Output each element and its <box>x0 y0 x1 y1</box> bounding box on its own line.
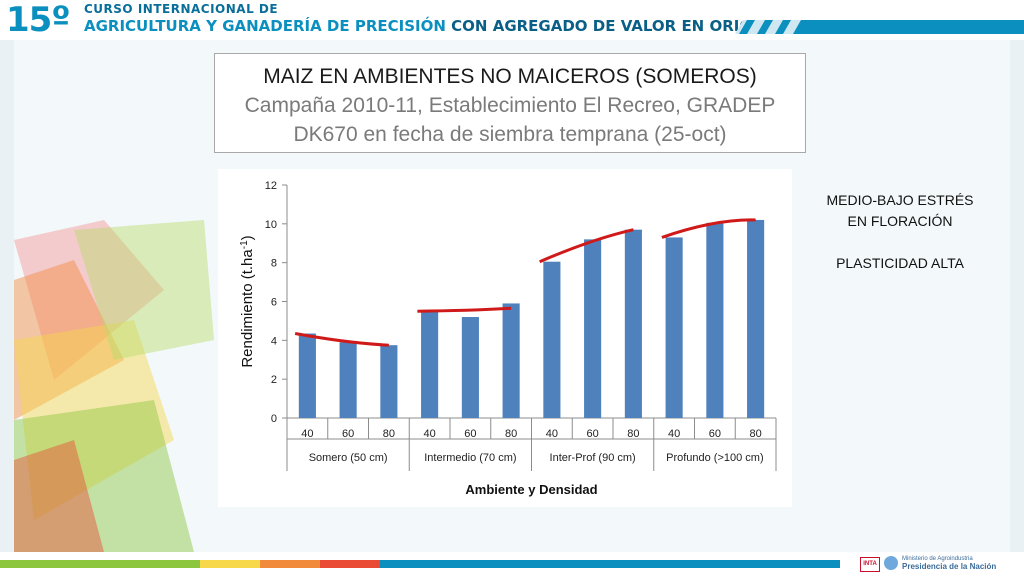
trend-line <box>294 332 389 347</box>
course-title-line1: CURSO INTERNACIONAL DE <box>84 2 279 16</box>
ministry-line1: Ministerio de Agroindustria <box>902 556 973 562</box>
x-category-label: 40 <box>424 428 436 440</box>
footer: INTA Ministerio de Agroindustria Preside… <box>0 552 1024 576</box>
course-title-main: AGRICULTURA Y GANADERÍA DE PRECISIÓN <box>84 17 446 35</box>
y-axis-title-superscript: -1 <box>239 240 250 249</box>
bar <box>298 333 316 418</box>
y-tick-label: 4 <box>271 335 277 347</box>
bar <box>747 219 765 418</box>
course-title-line2: AGRICULTURA Y GANADERÍA DE PRECISIÓN CON… <box>84 17 774 35</box>
bar <box>502 303 520 418</box>
y-tick-label: 12 <box>265 180 277 192</box>
bar <box>339 342 357 418</box>
trend-line <box>417 306 512 313</box>
y-tick-label: 0 <box>271 413 277 425</box>
note-plasticity: PLASTICIDAD ALTA <box>836 255 964 271</box>
ministry-logo-text: Ministerio de Agroindustria Presidencia … <box>902 555 996 572</box>
y-tick-label: 6 <box>271 297 277 309</box>
bar <box>543 261 561 418</box>
x-group-label: Somero (50 cm) <box>309 452 388 464</box>
x-category-label: 40 <box>301 428 313 440</box>
header-stripes-decoration <box>735 20 1024 34</box>
bar <box>461 317 479 418</box>
chart-svg: 0 2 4 6 8 10 12 40 60 80 Somero (50 cm) 40 60 80 Inter… <box>239 180 777 497</box>
x-category-label: 40 <box>546 428 558 440</box>
bar <box>584 239 602 418</box>
bar <box>665 237 683 418</box>
x-category-label: 80 <box>383 428 395 440</box>
x-category-label: 80 <box>627 428 639 440</box>
y-axis-title-main: Rendimiento (t.ha <box>239 249 256 368</box>
ministry-seal-icon <box>884 556 898 570</box>
x-category-label: 80 <box>505 428 517 440</box>
y-tick-label: 2 <box>271 374 277 386</box>
x-category-label: 40 <box>668 428 680 440</box>
slide-subtitle-hybrid: DK670 en fecha de siembra temprana (25-o… <box>293 123 727 146</box>
trend-line <box>661 218 756 239</box>
bar <box>380 345 398 418</box>
y-axis-title: Rendimiento (t.ha-1) <box>239 235 257 367</box>
x-axis-title: Ambiente y Densidad <box>465 482 597 497</box>
note-stress-line1: MEDIO-BAJO ESTRÉS <box>826 192 974 208</box>
notes-panel: MEDIO-BAJO ESTRÉS EN FLORACIÓN PLASTICID… <box>800 190 1000 274</box>
x-group-label: Intermedio (70 cm) <box>424 452 516 464</box>
bar <box>421 311 439 418</box>
course-title-sub: CON AGREGADO DE VALOR EN ORIGEN <box>451 17 775 35</box>
slide-title: MAIZ EN AMBIENTES NO MAICEROS (SOMEROS) <box>263 65 757 88</box>
footer-color-bar <box>0 560 840 568</box>
x-group-label: Profundo (>100 cm) <box>666 452 764 464</box>
title-box: MAIZ EN AMBIENTES NO MAICEROS (SOMEROS) … <box>214 53 806 153</box>
x-category-label: 60 <box>464 428 476 440</box>
yield-chart: 0 2 4 6 8 10 12 40 60 80 Somero (50 cm) 40 60 80 Inter… <box>218 169 792 507</box>
ministry-line2: Presidencia de la Nación <box>902 562 997 571</box>
inta-logo: INTA <box>860 557 880 572</box>
x-category-label: 60 <box>587 428 599 440</box>
y-axis-title-end: ) <box>239 235 256 240</box>
x-category-label: 80 <box>750 428 762 440</box>
trend-line <box>539 228 634 264</box>
slide-subtitle-campaign: Campaña 2010-11, Establecimiento El Recr… <box>244 94 776 117</box>
x-group-label: Inter-Prof (90 cm) <box>550 452 636 464</box>
course-number: 15º <box>6 0 70 40</box>
note-stress-line2: EN FLORACIÓN <box>847 213 953 229</box>
bar <box>706 222 724 418</box>
colorful-decoration <box>14 220 214 552</box>
header: 15º CURSO INTERNACIONAL DE AGRICULTURA Y… <box>0 0 1024 40</box>
y-tick-label: 8 <box>271 258 277 270</box>
y-tick-label: 10 <box>265 219 277 231</box>
bar <box>624 229 642 418</box>
x-category-label: 60 <box>709 428 721 440</box>
x-category-label: 60 <box>342 428 354 440</box>
